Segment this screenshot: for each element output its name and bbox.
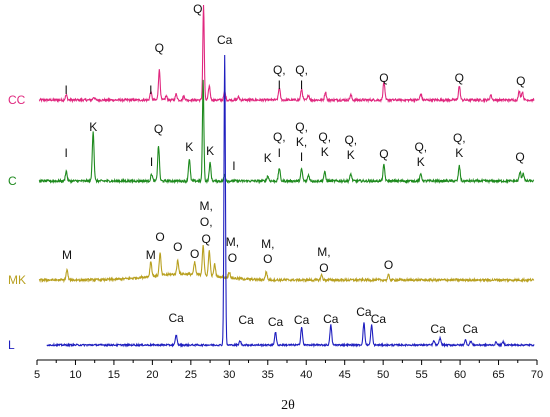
peak-label: I [278, 78, 281, 92]
peak-label: K [185, 140, 193, 154]
peak-label: Q, [318, 130, 331, 144]
peak-label: K [347, 148, 355, 162]
peak-label: Q [202, 232, 211, 246]
series-label-mk: MK [8, 273, 26, 287]
x-tick-label: 15 [108, 369, 120, 381]
peak-label: K [206, 144, 214, 158]
peak-label: O [263, 252, 272, 266]
peak-label: Ca [238, 313, 254, 327]
x-tick-label: 20 [146, 369, 158, 381]
peak-label: Q, [295, 63, 308, 77]
x-tick-label: 40 [300, 369, 312, 381]
peak-label: Q, [273, 130, 286, 144]
x-tick-label: 55 [415, 369, 427, 381]
peak-label: M, [317, 245, 330, 259]
x-tick-label: 70 [531, 369, 543, 381]
peak-label: O [228, 251, 237, 265]
peak-label: O, [200, 215, 213, 229]
peak-label: M [62, 248, 72, 262]
peak-label: Q, [414, 140, 427, 154]
peak-label: O [319, 261, 328, 275]
x-tick-label: 60 [454, 369, 466, 381]
peak-label: I [300, 78, 303, 92]
peak-label: Q, [273, 63, 286, 77]
series-line-mk [38, 245, 535, 284]
peak-label: Q [154, 122, 163, 136]
peak-label: I [232, 159, 235, 173]
peak-label: Ca [169, 311, 185, 325]
peak-label: M, [200, 199, 213, 213]
peak-label: Ca [294, 313, 310, 327]
peak-label: M, [261, 237, 274, 251]
peak-label: K, [296, 135, 307, 149]
peak-label: Ca [217, 33, 233, 47]
x-tick-label: 45 [339, 369, 351, 381]
peak-label: Q, [295, 120, 308, 134]
peak-label: Ca [463, 322, 479, 336]
x-axis: 5 10 15 20 25 30 35 40 45 50 55 60 65 70 [34, 359, 543, 381]
series-label-cc: CC [8, 93, 26, 107]
series-label-l: L [8, 338, 15, 352]
peak-label: K [264, 151, 272, 165]
peak-label: Ca [268, 315, 284, 329]
peak-label: I [300, 150, 303, 164]
peak-label: Ca [356, 305, 372, 319]
peak-label: K [89, 120, 97, 134]
peak-label: M [146, 248, 156, 262]
peak-label: Q [193, 2, 202, 16]
peak-label: Q [379, 71, 388, 85]
peak-label: Q, [453, 131, 466, 145]
peak-label: Ca [323, 312, 339, 326]
peak-label: I [65, 83, 68, 97]
peak-label: M, [226, 235, 239, 249]
peak-label: Q [515, 150, 524, 164]
peak-label: Ca [371, 312, 387, 326]
series-line-cc [38, 5, 535, 104]
peak-label: K [417, 155, 425, 169]
peak-label: Q, [344, 133, 357, 147]
series-label-c: C [8, 174, 17, 188]
peak-label: I [278, 146, 281, 160]
series-line-l [46, 54, 535, 348]
x-tick-label: 50 [377, 369, 389, 381]
x-tick-label: 65 [492, 369, 504, 381]
peak-label: I [150, 155, 153, 169]
peak-label: Ca [430, 322, 446, 336]
x-tick-label: 25 [185, 369, 197, 381]
peak-label: Q [155, 41, 164, 55]
peak-label: I [149, 83, 152, 97]
series-traces [38, 5, 535, 348]
peak-label: O [190, 247, 199, 261]
x-tick-label: 10 [69, 369, 81, 381]
peak-label: O [155, 230, 164, 244]
peak-label: K [321, 145, 329, 159]
peak-label: I [65, 146, 68, 160]
peak-label: Q [516, 74, 525, 88]
peak-label: O [384, 258, 393, 272]
x-tick-label: 35 [262, 369, 274, 381]
peak-label: Q [455, 71, 464, 85]
x-tick-label: 30 [223, 369, 235, 381]
peak-label: Q [379, 147, 388, 161]
series-line-c [38, 79, 535, 185]
x-tick-label: 5 [34, 369, 40, 381]
peak-label: K [455, 146, 463, 160]
x-axis-label: 2θ [281, 398, 295, 413]
peak-label: O [173, 240, 182, 254]
